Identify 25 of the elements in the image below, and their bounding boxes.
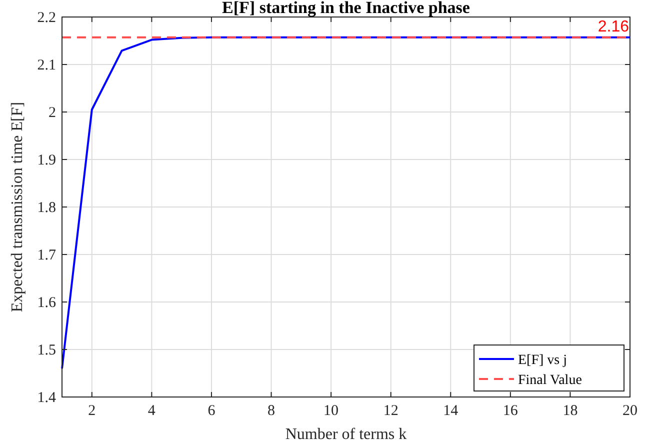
legend-label: E[F] vs j (518, 353, 567, 368)
y-tick-label: 1.4 (37, 390, 56, 406)
x-tick-label: 14 (443, 403, 459, 419)
x-tick-label: 16 (502, 403, 518, 419)
x-tick-label: 20 (622, 403, 638, 419)
chart-title: E[F] starting in the Inactive phase (222, 0, 470, 17)
y-tick-label: 2.1 (37, 58, 56, 74)
x-tick-label: 2 (88, 403, 96, 419)
x-tick-label: 18 (562, 403, 578, 419)
y-tick-label: 2.2 (37, 10, 56, 26)
y-tick-label: 1.7 (37, 248, 56, 264)
y-tick-label: 1.9 (37, 152, 56, 168)
y-tick-label: 2 (48, 105, 56, 121)
x-tick-label: 10 (324, 403, 339, 419)
y-axis-title: Expected transmission time E[F] (9, 102, 26, 312)
y-tick-label: 1.5 (37, 342, 56, 358)
y-tick-label: 1.8 (37, 200, 56, 216)
x-tick-label: 8 (268, 403, 276, 419)
x-tick-label: 12 (383, 403, 398, 419)
legend-label: Final Value (518, 373, 582, 388)
y-tick-label: 1.6 (37, 295, 56, 311)
x-axis-title: Number of terms k (285, 426, 407, 443)
x-tick-label: 4 (148, 403, 156, 419)
annotation: 2.16 (598, 18, 630, 36)
x-tick-label: 6 (208, 403, 216, 419)
